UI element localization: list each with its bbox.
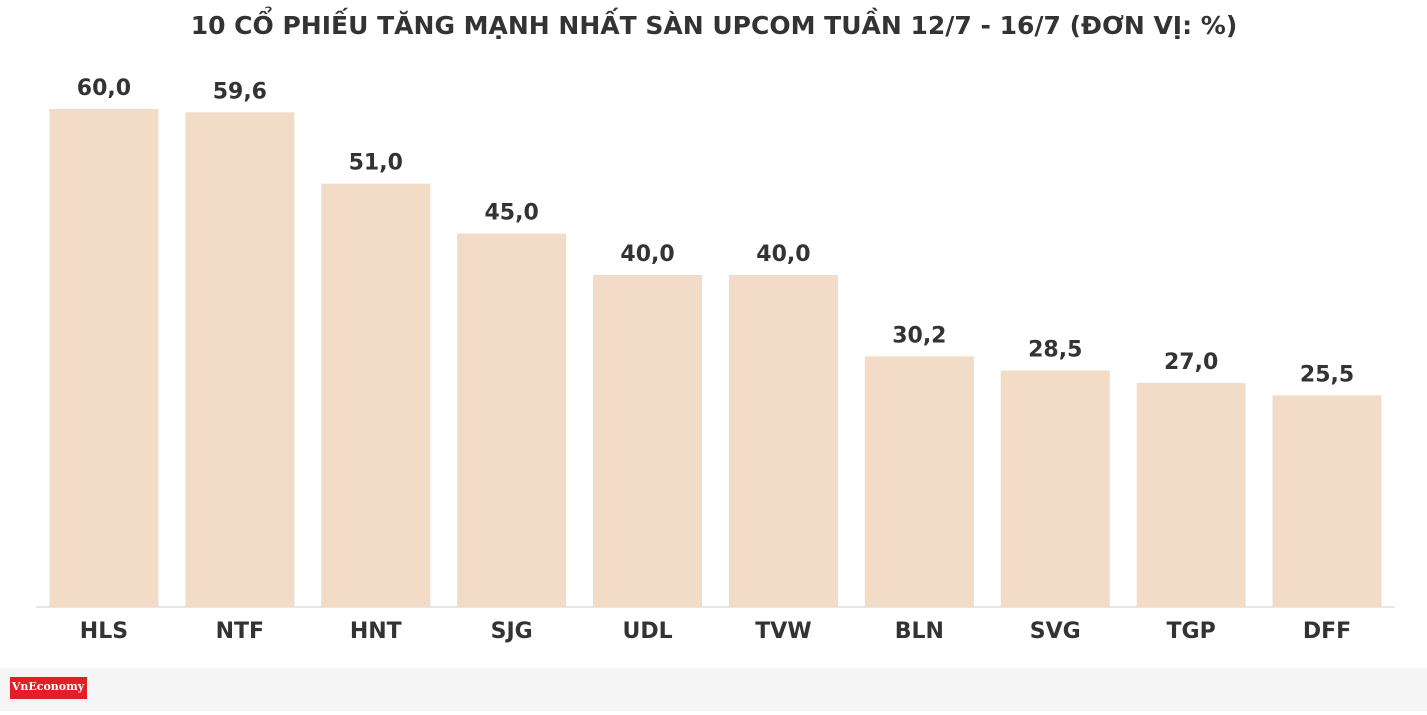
x-tick-label: BLN [895, 619, 944, 644]
value-label: 30,2 [892, 323, 946, 348]
bar [49, 109, 159, 607]
bar [1000, 370, 1110, 607]
bar [1272, 395, 1382, 607]
x-tick-label: HLS [80, 619, 128, 644]
value-label: 28,5 [1028, 337, 1082, 362]
footer-band [0, 668, 1427, 711]
value-label: 40,0 [620, 242, 674, 267]
logo-box [10, 677, 87, 699]
x-tick-label: UDL [622, 619, 672, 644]
value-label: 25,5 [1300, 362, 1354, 387]
bar [864, 356, 974, 607]
bar [728, 275, 838, 607]
bar [1136, 382, 1246, 607]
bar [593, 275, 703, 607]
x-tick-label: DFF [1303, 619, 1351, 644]
value-label: 51,0 [349, 151, 403, 176]
x-tick-label: SVG [1030, 619, 1081, 644]
x-tick-label: NTF [216, 619, 264, 644]
bar [321, 183, 431, 607]
bar [185, 112, 295, 607]
x-tick-label: SJG [491, 619, 533, 644]
chart-title: 10 CỔ PHIẾU TĂNG MẠNH NHẤT SÀN UPCOM TUẦ… [191, 5, 1238, 40]
x-tick-label: TVW [755, 619, 811, 644]
x-tick-label: TGP [1167, 619, 1216, 644]
value-label: 60,0 [77, 76, 131, 101]
bar [457, 233, 567, 607]
value-label: 40,0 [756, 242, 810, 267]
value-label: 45,0 [485, 201, 539, 226]
logo: VnEconomy [11, 680, 85, 693]
value-label: 59,6 [213, 79, 267, 104]
x-tick-label: HNT [350, 619, 402, 644]
value-label: 27,0 [1164, 350, 1218, 375]
